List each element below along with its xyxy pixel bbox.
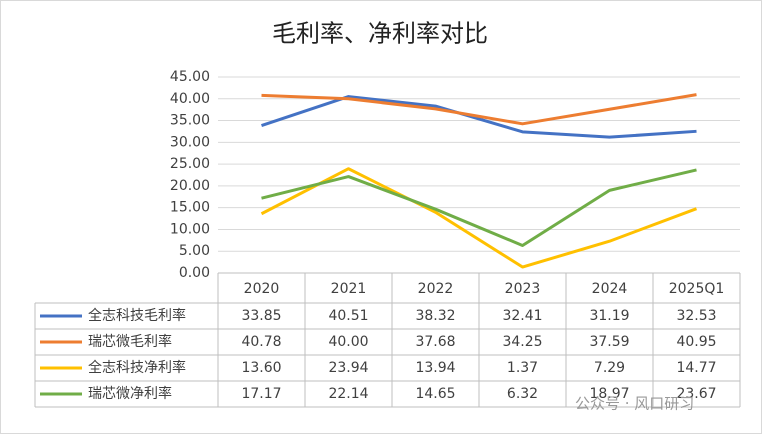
table-value: 1.37 bbox=[507, 360, 538, 376]
table-value: 14.77 bbox=[676, 360, 716, 376]
table-value: 34.25 bbox=[502, 334, 542, 350]
table-value: 32.53 bbox=[676, 308, 716, 324]
x-tick-label: 2021 bbox=[331, 281, 367, 297]
table-value: 31.19 bbox=[589, 308, 629, 324]
series-line bbox=[261, 93, 697, 126]
table-value: 17.17 bbox=[241, 386, 281, 402]
table-value: 23.94 bbox=[328, 360, 368, 376]
y-tick-label: 35.00 bbox=[170, 113, 210, 129]
y-tick-label: 45.00 bbox=[170, 69, 210, 85]
y-tick-label: 15.00 bbox=[170, 200, 210, 216]
table-value: 32.41 bbox=[502, 308, 542, 324]
x-tick-label: 2025Q1 bbox=[669, 281, 725, 297]
y-tick-label: 30.00 bbox=[170, 134, 210, 150]
y-tick-label: 10.00 bbox=[170, 221, 210, 237]
legend-label: 全志科技毛利率 bbox=[88, 307, 186, 324]
table-value: 13.94 bbox=[415, 360, 455, 376]
y-tick-label: 0.00 bbox=[179, 265, 210, 281]
table-value: 22.14 bbox=[328, 386, 368, 402]
table-value: 37.68 bbox=[415, 334, 455, 350]
table-value: 33.85 bbox=[241, 308, 281, 324]
y-tick-label: 25.00 bbox=[170, 156, 210, 172]
table-value: 40.78 bbox=[241, 334, 281, 350]
watermark: 公众号 · 风口研习 bbox=[575, 395, 694, 413]
series-line bbox=[261, 95, 697, 139]
series-line bbox=[260, 167, 698, 269]
y-tick-label: 40.00 bbox=[170, 91, 210, 107]
legend-label: 瑞芯微净利率 bbox=[88, 385, 172, 402]
y-tick-label: 20.00 bbox=[170, 178, 210, 194]
table-value: 37.59 bbox=[589, 334, 629, 350]
table-value: 23.67 bbox=[676, 386, 716, 402]
x-tick-label: 2024 bbox=[592, 281, 628, 297]
table-value: 13.60 bbox=[241, 360, 281, 376]
table-value: 40.95 bbox=[676, 334, 716, 350]
table-value: 6.32 bbox=[507, 386, 538, 402]
table-value: 38.32 bbox=[415, 308, 455, 324]
series-line bbox=[261, 168, 697, 247]
table-value: 18.97 bbox=[589, 386, 629, 402]
x-tick-label: 2020 bbox=[244, 281, 280, 297]
table-value: 40.00 bbox=[328, 334, 368, 350]
x-tick-label: 2023 bbox=[505, 281, 541, 297]
table-value: 14.65 bbox=[415, 386, 455, 402]
legend-label: 全志科技净利率 bbox=[88, 359, 186, 376]
chart-title: 毛利率、净利率对比 bbox=[272, 20, 488, 48]
x-tick-label: 2022 bbox=[418, 281, 454, 297]
y-tick-label: 5.00 bbox=[179, 243, 210, 259]
table-value: 7.29 bbox=[594, 360, 625, 376]
legend-label: 瑞芯微毛利率 bbox=[88, 333, 172, 350]
table-value: 40.51 bbox=[328, 308, 368, 324]
